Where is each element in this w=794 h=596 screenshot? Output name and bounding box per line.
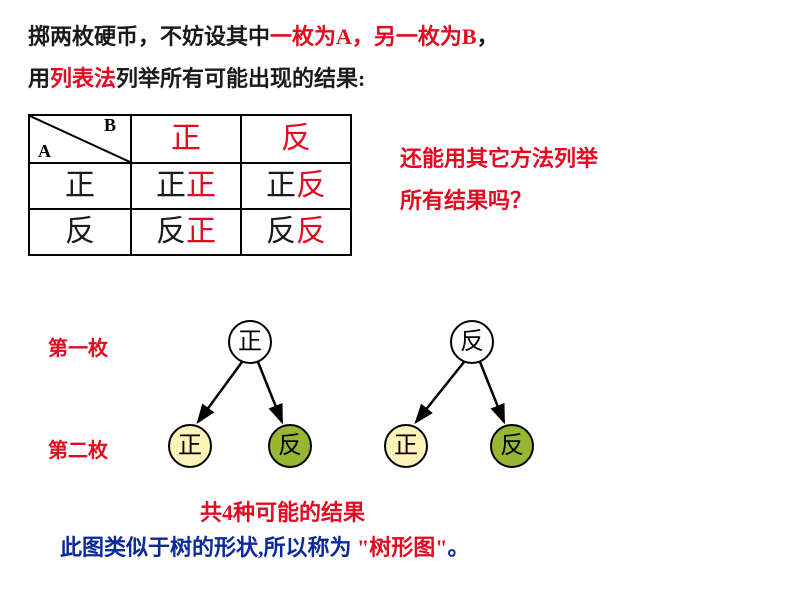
tree-leaf-0-0: 正 [168, 424, 212, 468]
conclusion-p1: 此图类似于树的形状,所以称为 [60, 535, 357, 560]
cell-11: 反反 [241, 209, 351, 255]
level1-label: 第一枚 [48, 332, 108, 361]
conclusion-text: 此图类似于树的形状,所以称为 "树形图"。 [60, 530, 469, 562]
intro-text: 掷两枚硬币，不妨设其中一枚为A，另一枚为B， 用列表法列举所有可能出现的结果: [28, 16, 499, 100]
row-header-1: 反 [29, 209, 131, 255]
cell-01: 正反 [241, 163, 351, 209]
col-header-0: 正 [131, 115, 241, 163]
side-line2: 所有结果吗？ [400, 188, 532, 213]
row-header-0: 正 [29, 163, 131, 209]
diag-label-a: A [38, 142, 51, 160]
tree-root-0: 正 [228, 320, 272, 364]
side-question: 还能用其它方法列举 所有结果吗？ [400, 138, 598, 222]
cell-00: 正正 [131, 163, 241, 209]
tree-leaf-1-0: 正 [384, 424, 428, 468]
diagonal-header-cell: A B [30, 116, 130, 162]
diag-label-b: B [104, 116, 116, 134]
level2-label: 第二枚 [48, 434, 108, 463]
conclusion-p2: "树形图" [357, 535, 447, 560]
intro-seg5: 列表法 [50, 66, 116, 91]
intro-seg3: ， [477, 24, 499, 49]
tree-leaf-0-1: 反 [268, 424, 312, 468]
intro-seg4: 用 [28, 66, 50, 91]
conclusion-p3: 。 [447, 535, 469, 560]
intro-seg6: 列举所有可能出现的结果: [116, 66, 365, 91]
outcome-table: A B 正 反 正 正正 正反 反 反正 反反 [28, 114, 352, 256]
intro-seg2: 一枚为A，另一枚为B [270, 24, 477, 49]
tree-leaf-1-1: 反 [490, 424, 534, 468]
tree-diagram: 正 正 反 反 正 反 [150, 310, 590, 480]
side-line1: 还能用其它方法列举 [400, 146, 598, 171]
outcome-count: 共4种可能的结果 [200, 495, 365, 527]
intro-seg1: 掷两枚硬币，不妨设其中 [28, 24, 270, 49]
col-header-1: 反 [241, 115, 351, 163]
tree-root-1: 反 [450, 320, 494, 364]
cell-10: 反正 [131, 209, 241, 255]
